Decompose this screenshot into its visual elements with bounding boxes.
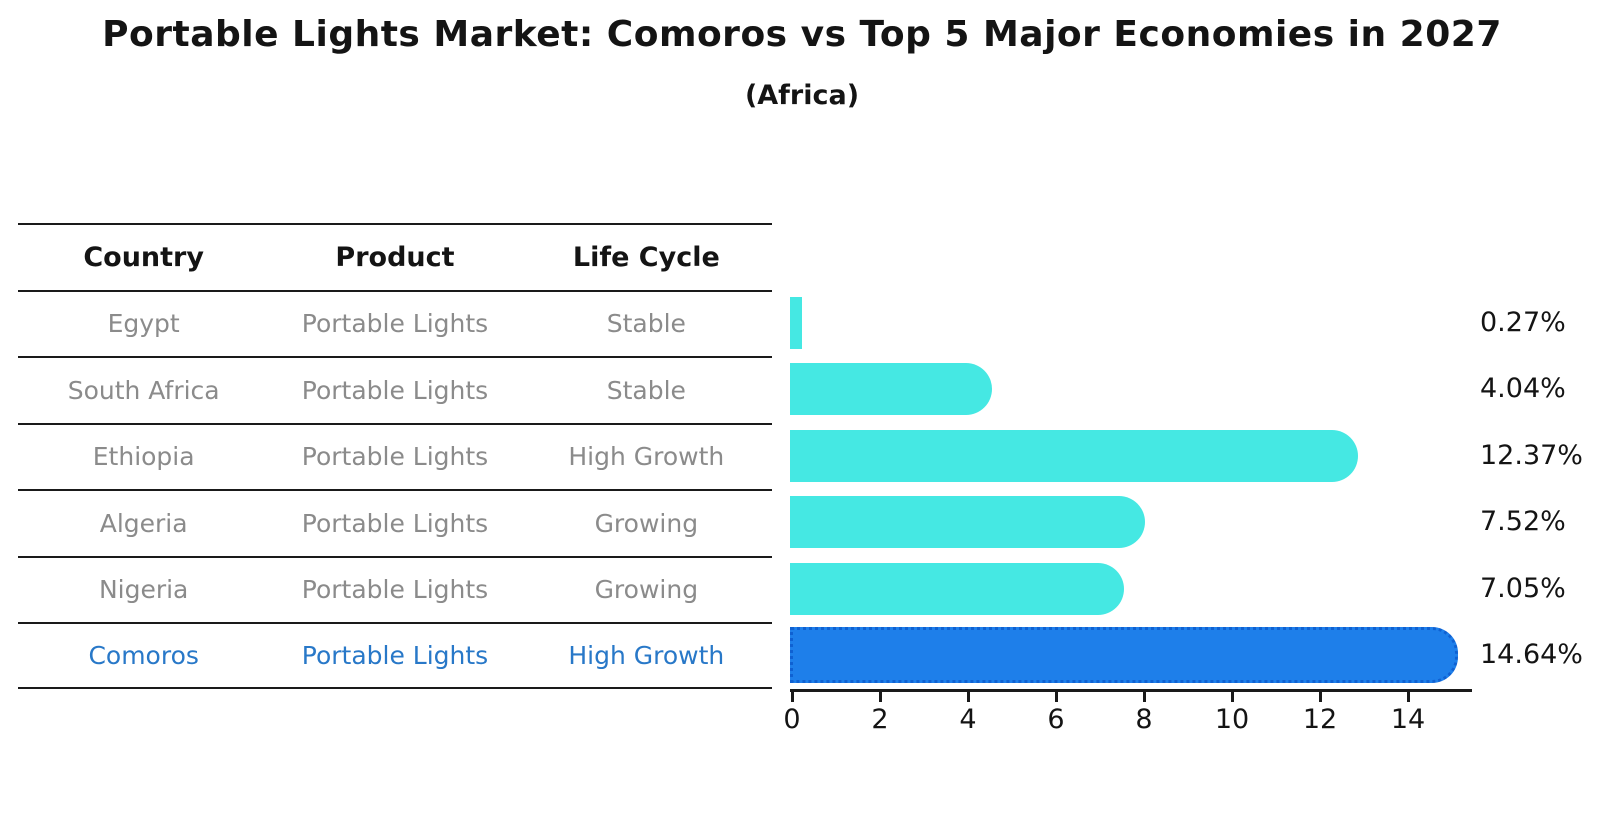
x-tick-label: 4 [959,704,977,735]
country-cell: South Africa [67,375,220,405]
table-row-south-africa: South Africa Portable Lights Stable [18,356,772,423]
table-header-life-cycle: Life Cycle [572,241,720,273]
product-cell: Portable Lights [301,508,489,538]
life-cycle-cell: Growing [594,508,699,538]
table-row-algeria: Algeria Portable Lights Growing [18,489,772,556]
x-tick-label: 6 [1047,704,1065,735]
x-tick-mark [1142,692,1146,702]
bar-value-label: 14.64% [1480,639,1583,671]
bar-value-label: 7.52% [1480,506,1566,538]
country-cell: Comoros [88,640,199,670]
bar-value-label: 4.04% [1480,373,1566,405]
table-header-country: Country [83,241,204,273]
bar-value-label: 12.37% [1480,439,1583,471]
table-header-product: Product [335,241,455,273]
table-header-row: Country Product Life Cycle [18,223,772,290]
x-tick-mark [1406,692,1410,702]
x-tick-mark [878,692,882,702]
country-cell: Nigeria [98,575,189,605]
x-tick-label: 8 [1135,704,1153,735]
table-row-ethiopia: Ethiopia Portable Lights High Growth [18,422,772,490]
x-tick-label: 14 [1390,704,1426,735]
bar-comoros [790,627,1459,684]
bar-egypt [790,296,802,349]
table-row-egypt: Egypt Portable Lights Stable [18,289,772,357]
country-cell: Ethiopia [92,442,195,472]
chart-title: Portable Lights Market: Comoros vs Top 5… [102,14,1502,55]
life-cycle-cell: High Growth [568,640,725,670]
country-cell: Egypt [107,309,180,339]
product-cell: Portable Lights [301,375,489,405]
table-row-comoros: Comoros Portable Lights High Growth [18,622,772,689]
product-cell: Portable Lights [301,640,489,670]
product-cell: Portable Lights [301,442,489,472]
life-cycle-cell: High Growth [568,442,725,472]
x-tick-mark [1318,692,1322,702]
x-tick-mark [1054,692,1058,702]
life-cycle-cell: Growing [594,575,699,605]
product-cell: Portable Lights [301,575,489,605]
chart-subtitle: (Africa) [744,80,860,111]
x-tick-mark [1230,692,1234,702]
bar-nigeria [790,562,1125,615]
bar-value-label: 7.05% [1480,572,1566,604]
bar-south-africa [790,363,992,416]
x-axis-line [790,689,1472,692]
country-cell: Algeria [99,508,188,538]
x-tick-mark [966,692,970,702]
bar-value-label: 0.27% [1480,306,1566,338]
x-tick-mark [790,692,794,702]
x-tick-label: 0 [783,704,801,735]
x-tick-label: 2 [871,704,889,735]
comparison-table: Country Product Life Cycle Egypt Portable Li… [18,223,772,689]
product-cell: Portable Lights [301,309,489,339]
bar-algeria [790,496,1145,549]
table-row-nigeria: Nigeria Portable Lights Growing [18,555,772,623]
life-cycle-cell: Stable [606,375,686,405]
x-tick-label: 10 [1214,704,1250,735]
life-cycle-cell: Stable [606,309,686,339]
bar-ethiopia [790,429,1359,482]
x-tick-label: 12 [1302,704,1338,735]
